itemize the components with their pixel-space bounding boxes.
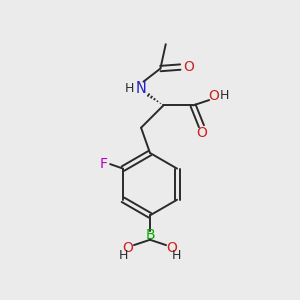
Text: H: H	[172, 249, 182, 262]
Text: O: O	[208, 89, 219, 103]
Text: F: F	[100, 157, 108, 171]
Text: O: O	[123, 241, 134, 255]
Text: B: B	[145, 228, 155, 242]
Text: H: H	[125, 82, 134, 95]
Text: N: N	[136, 81, 147, 96]
Text: H: H	[219, 89, 229, 102]
Text: O: O	[196, 126, 207, 140]
Text: H: H	[118, 249, 128, 262]
Text: O: O	[167, 241, 177, 255]
Text: O: O	[183, 60, 194, 74]
